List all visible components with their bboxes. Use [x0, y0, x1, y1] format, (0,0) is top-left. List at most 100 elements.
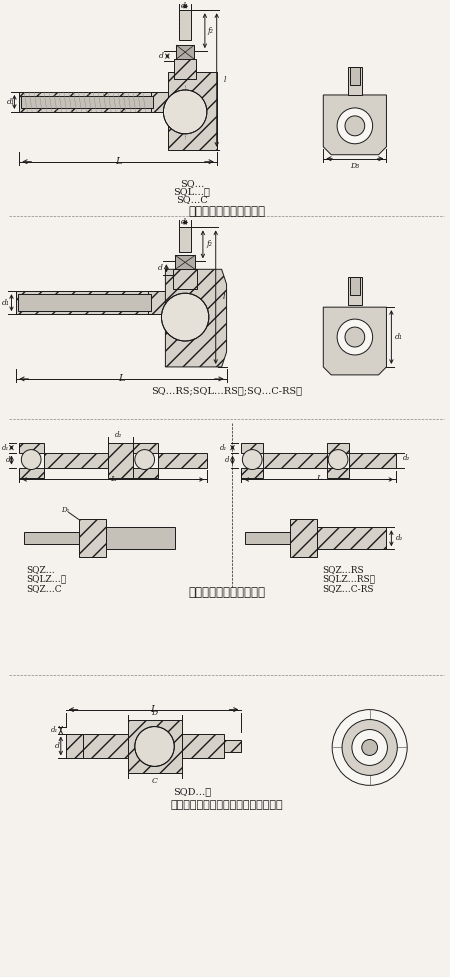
Text: d₁: d₁	[220, 444, 227, 451]
Text: d₁: d₁	[181, 219, 189, 227]
Text: 直杆型球头杆端关节轴承: 直杆型球头杆端关节轴承	[188, 585, 265, 599]
Circle shape	[162, 293, 209, 341]
Polygon shape	[19, 92, 153, 112]
Circle shape	[328, 449, 348, 470]
Bar	[66, 734, 84, 758]
Bar	[19, 443, 44, 452]
Bar	[350, 277, 360, 295]
Text: L: L	[316, 474, 322, 482]
Text: d: d	[6, 456, 11, 464]
Circle shape	[164, 91, 206, 133]
Bar	[128, 720, 182, 774]
Text: l: l	[222, 293, 225, 301]
Bar	[263, 452, 327, 468]
Text: d: d	[54, 742, 59, 750]
Circle shape	[337, 107, 373, 144]
Circle shape	[243, 449, 262, 470]
Bar	[350, 67, 360, 85]
Bar	[84, 734, 128, 758]
Text: 弯杆型球头杆端关节轴承: 弯杆型球头杆端关节轴承	[188, 205, 265, 218]
Text: SQZ…RS: SQZ…RS	[322, 565, 364, 573]
Bar	[327, 468, 349, 478]
Text: d: d	[159, 52, 164, 61]
Polygon shape	[166, 270, 227, 367]
Polygon shape	[151, 92, 171, 112]
Bar	[175, 255, 195, 270]
Bar	[44, 452, 108, 468]
Bar	[18, 294, 151, 311]
Text: d₁: d₁	[7, 98, 14, 106]
Bar	[106, 528, 175, 549]
Polygon shape	[148, 291, 169, 315]
Bar	[179, 11, 191, 40]
Text: d₁: d₁	[2, 299, 9, 307]
Bar	[24, 532, 79, 544]
Text: SQLZ…型: SQLZ…型	[26, 574, 67, 583]
Text: SQZ…C-RS: SQZ…C-RS	[322, 584, 374, 594]
Text: SQZ…: SQZ…	[26, 565, 55, 573]
Bar	[290, 520, 317, 557]
Text: d₁: d₁	[181, 2, 189, 11]
Text: d: d	[225, 456, 230, 464]
Text: D: D	[152, 708, 158, 716]
Text: 单杆型球头杆端关节轴承的产品系列表: 单杆型球头杆端关节轴承的产品系列表	[170, 799, 283, 810]
Text: f₂: f₂	[207, 240, 213, 248]
Circle shape	[342, 720, 397, 776]
Text: D₁: D₁	[62, 506, 70, 514]
Circle shape	[163, 90, 207, 134]
Text: f₂: f₂	[208, 26, 214, 35]
Bar	[245, 532, 290, 544]
Polygon shape	[168, 72, 217, 149]
Text: SQ…RS;SQL…RS型;SQ…C-RS型: SQ…RS;SQL…RS型;SQ…C-RS型	[151, 386, 302, 396]
Text: L: L	[115, 157, 122, 166]
Circle shape	[352, 730, 387, 765]
Bar	[348, 277, 362, 305]
Text: L: L	[118, 374, 125, 383]
Bar	[79, 520, 106, 557]
Bar	[21, 96, 153, 107]
Bar	[241, 443, 263, 452]
Circle shape	[21, 449, 41, 470]
Polygon shape	[323, 307, 387, 375]
Bar	[317, 528, 387, 549]
Bar	[241, 468, 263, 478]
Text: d: d	[158, 265, 163, 273]
Bar	[182, 734, 224, 758]
Text: SQL…型: SQL…型	[174, 187, 211, 196]
Polygon shape	[16, 291, 151, 315]
Text: SQZ…C: SQZ…C	[26, 584, 62, 594]
Circle shape	[345, 116, 365, 136]
Circle shape	[135, 449, 154, 470]
Text: d₂: d₂	[403, 453, 410, 461]
Circle shape	[135, 727, 174, 766]
Text: d₁: d₁	[2, 444, 9, 451]
Text: SQD…型: SQD…型	[173, 786, 211, 796]
Text: l: l	[223, 76, 226, 84]
Bar	[224, 740, 241, 752]
Polygon shape	[323, 95, 387, 154]
Text: d₂: d₂	[396, 534, 403, 542]
Text: d₁: d₁	[51, 726, 59, 734]
Text: SQLZ…RS型: SQLZ…RS型	[322, 574, 375, 583]
Bar	[108, 443, 133, 478]
Circle shape	[337, 319, 373, 355]
Text: d₁: d₁	[396, 333, 403, 341]
Circle shape	[345, 327, 365, 347]
Bar	[327, 443, 349, 452]
Bar	[19, 468, 44, 478]
Text: L: L	[110, 476, 116, 484]
Circle shape	[332, 709, 407, 786]
Text: D₃: D₃	[350, 161, 360, 170]
Bar	[174, 59, 196, 79]
Text: SQ…: SQ…	[180, 179, 204, 189]
Circle shape	[362, 740, 378, 755]
Text: C: C	[152, 778, 158, 786]
Bar	[158, 452, 207, 468]
Text: SQ…C: SQ…C	[176, 195, 208, 204]
Bar	[348, 67, 362, 95]
Bar	[133, 443, 158, 452]
Bar	[133, 468, 158, 478]
Bar	[179, 228, 191, 252]
Text: d₂: d₂	[114, 431, 122, 439]
Bar	[349, 452, 396, 468]
